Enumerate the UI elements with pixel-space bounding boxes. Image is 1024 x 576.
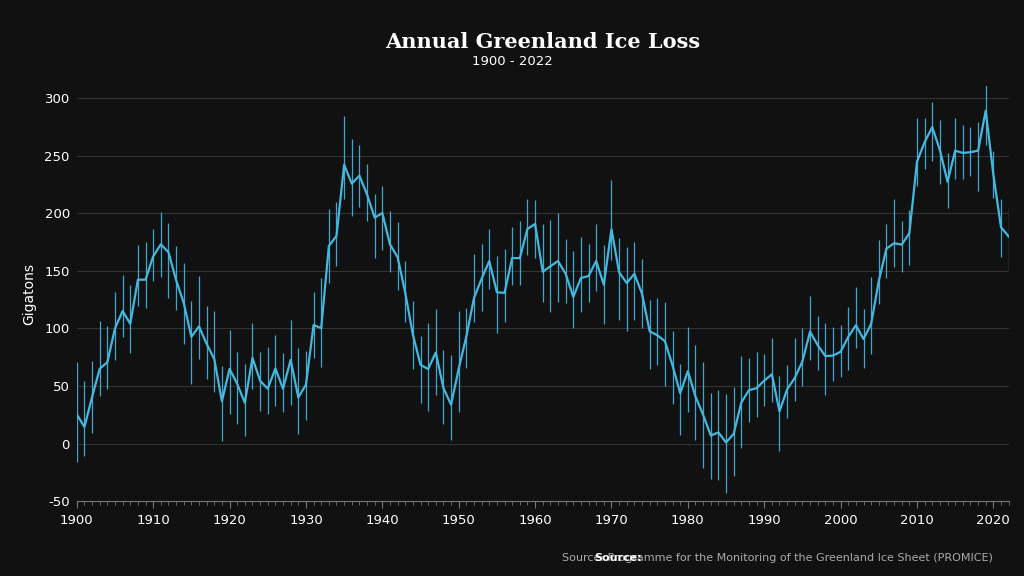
Text: Source: Programme for the Monitoring of the Greenland Ice Sheet (PROMICE): Source: Programme for the Monitoring of … bbox=[562, 554, 993, 563]
Title: Annual Greenland Ice Loss: Annual Greenland Ice Loss bbox=[385, 32, 700, 51]
Text: 1900 - 2022: 1900 - 2022 bbox=[472, 55, 552, 68]
Text: Source:: Source: bbox=[594, 554, 642, 563]
Y-axis label: Gigatons: Gigatons bbox=[23, 263, 36, 325]
